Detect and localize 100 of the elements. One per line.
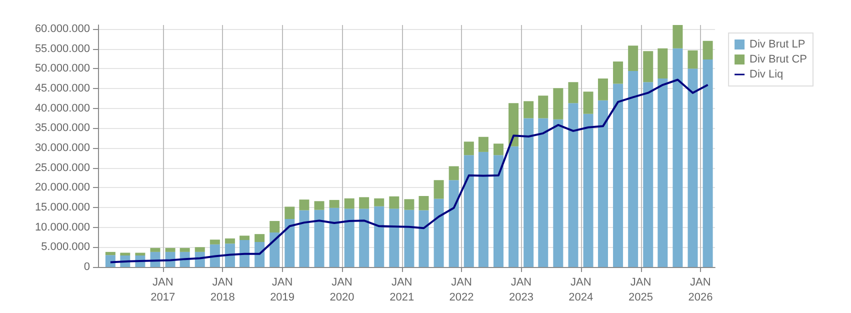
bar	[270, 232, 280, 267]
bar	[672, 25, 683, 48]
bar	[344, 198, 354, 209]
bar	[270, 220, 280, 232]
bar	[194, 247, 205, 252]
bar	[524, 101, 534, 118]
bar	[240, 236, 250, 240]
bar	[493, 144, 504, 156]
bar	[240, 240, 250, 267]
y-tick-label: 25.000.000	[34, 162, 90, 174]
bar	[389, 208, 400, 267]
bar	[702, 60, 713, 267]
bar	[538, 96, 548, 118]
y-tick-label: 15.000.000	[34, 201, 90, 214]
bar	[448, 180, 459, 267]
bar	[329, 200, 340, 208]
legend-label: Div Liq	[750, 68, 784, 80]
bar	[374, 206, 384, 267]
bar	[478, 136, 488, 152]
bar	[613, 62, 624, 84]
x-tick-label: JAN 2019	[270, 276, 295, 304]
bar	[553, 119, 564, 267]
bar	[120, 252, 130, 256]
bar	[688, 68, 698, 267]
bar	[628, 71, 638, 267]
bar	[688, 50, 698, 69]
x-tick-label: JAN 2017	[150, 276, 176, 304]
bar	[598, 78, 608, 100]
bar	[180, 248, 190, 252]
y-tick-label: 5.000.000	[41, 241, 90, 254]
bar	[314, 201, 324, 210]
bar	[553, 88, 564, 120]
bar	[374, 198, 384, 206]
bar	[418, 196, 429, 210]
bar	[359, 197, 370, 209]
x-tick-label: JAN 2020	[330, 276, 354, 304]
x-tick-label: JAN 2022	[449, 276, 474, 304]
bar	[299, 210, 310, 267]
bar	[598, 100, 608, 267]
bar	[135, 252, 146, 256]
y-tick-label: 50.000.000	[34, 62, 90, 75]
bar	[284, 218, 295, 267]
bar	[672, 48, 683, 267]
bar	[448, 166, 459, 180]
bar	[568, 103, 578, 267]
bar	[314, 210, 324, 267]
bar	[434, 180, 444, 199]
x-tick-label: JAN 2026	[688, 276, 713, 304]
bar	[105, 252, 116, 256]
x-tick-label: JAN 2024	[568, 276, 594, 304]
bar	[508, 146, 519, 267]
bar	[493, 155, 504, 267]
bar	[389, 196, 400, 209]
bar	[524, 118, 534, 267]
bar	[613, 84, 624, 267]
bar	[329, 208, 340, 267]
bar	[702, 40, 713, 60]
bar	[284, 206, 295, 219]
y-tick-label: 40.000.000	[34, 102, 90, 114]
bar	[478, 152, 488, 267]
y-tick-label: 20.000.000	[34, 182, 90, 194]
legend-label: Div Brut LP	[750, 38, 806, 50]
bar	[538, 118, 548, 267]
bar	[643, 51, 654, 82]
bar	[464, 142, 474, 156]
bar	[583, 114, 594, 267]
bar	[359, 208, 370, 267]
bar	[643, 82, 654, 267]
line-series	[109, 78, 709, 264]
y-tick-label: 10.000.000	[34, 221, 90, 234]
bar	[254, 242, 265, 267]
bar	[105, 255, 116, 267]
x-tick-label: JAN 2021	[390, 276, 414, 304]
y-tick-label: 60.000.000	[34, 22, 90, 35]
bar	[210, 240, 220, 244]
x-tick-label: JAN 2025	[628, 276, 653, 304]
x-tick-label: JAN 2018	[210, 276, 235, 304]
bar	[150, 248, 160, 252]
bar	[658, 48, 668, 79]
bar	[418, 210, 429, 267]
bar	[210, 244, 220, 267]
bar	[658, 78, 668, 267]
bar	[628, 46, 638, 72]
bar	[165, 248, 176, 252]
bar	[568, 82, 578, 104]
bar	[254, 234, 265, 242]
legend-label: Div Brut CP	[750, 54, 808, 66]
bar	[224, 244, 235, 267]
y-tick-label: 0	[84, 261, 90, 273]
y-tick-label: 35.000.000	[34, 122, 90, 134]
bar	[344, 208, 354, 267]
bar	[434, 198, 444, 267]
y-tick-label: 45.000.000	[34, 82, 90, 94]
bar	[508, 103, 519, 146]
bar	[299, 200, 310, 210]
bar	[404, 199, 414, 210]
y-tick-label: 30.000.000	[34, 142, 90, 154]
x-tick-label: JAN 2023	[508, 276, 534, 304]
bar	[224, 238, 235, 244]
bar	[404, 210, 414, 267]
